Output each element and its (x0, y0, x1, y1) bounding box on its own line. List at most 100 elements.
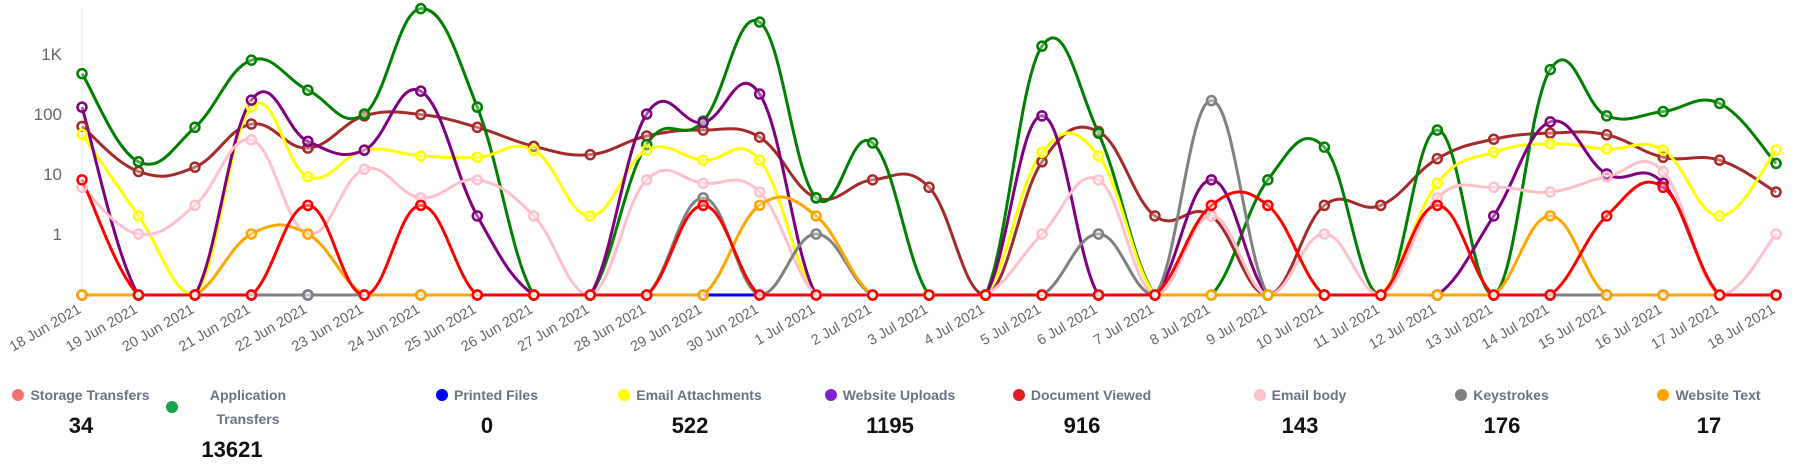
data-point-website-text[interactable] (415, 289, 427, 301)
data-point-application-transfers[interactable] (302, 84, 314, 96)
legend-item-storage-transfers[interactable]: Storage Transfers 34 (0, 383, 176, 439)
data-point-email-body[interactable] (189, 199, 201, 212)
data-point-application-transfers[interactable] (1431, 124, 1444, 136)
data-point-website-text[interactable] (1262, 289, 1274, 301)
data-point-application-transfers[interactable] (1713, 97, 1726, 110)
data-point-website-text[interactable] (753, 199, 766, 212)
data-point-website-uploads[interactable] (245, 94, 258, 106)
data-point-document-viewed[interactable] (1262, 199, 1274, 212)
data-point-email-attachments[interactable] (1600, 143, 1613, 155)
data-point-storage-transfers[interactable] (1036, 156, 1048, 168)
data-point-document-viewed[interactable] (1205, 199, 1218, 212)
legend-item-application-transfers[interactable]: Application Transfers 13621 (137, 383, 327, 463)
data-point-email-body[interactable] (1092, 174, 1105, 186)
data-point-document-viewed[interactable] (1149, 289, 1161, 301)
data-point-application-transfers[interactable] (810, 192, 822, 204)
legend-item-printed-files[interactable]: Printed Files 0 (392, 383, 582, 439)
data-point-website-uploads[interactable] (1544, 116, 1556, 128)
data-point-website-uploads[interactable] (1205, 174, 1218, 186)
legend-item-document-viewed[interactable]: Document Viewed 916 (987, 383, 1177, 439)
data-point-document-viewed[interactable] (1770, 289, 1782, 301)
data-point-website-text[interactable] (1431, 289, 1444, 301)
data-point-website-uploads[interactable] (640, 108, 653, 120)
data-point-document-viewed[interactable] (584, 289, 596, 301)
data-point-application-transfers[interactable] (415, 2, 427, 15)
data-point-application-transfers[interactable] (1544, 63, 1556, 76)
data-point-storage-transfers[interactable] (1600, 129, 1613, 141)
legend-item-email-body[interactable]: Email body 143 (1205, 383, 1395, 439)
data-point-keystrokes[interactable] (810, 228, 822, 240)
data-point-document-viewed[interactable] (358, 289, 371, 301)
data-point-website-text[interactable] (1205, 289, 1218, 301)
data-point-email-body[interactable] (132, 228, 145, 240)
data-point-keystrokes[interactable] (302, 289, 314, 301)
data-point-application-transfers[interactable] (1657, 105, 1669, 118)
legend-item-website-uploads[interactable]: Website Uploads 1195 (795, 383, 985, 439)
data-point-document-viewed[interactable] (302, 199, 314, 212)
data-point-document-viewed[interactable] (753, 289, 766, 301)
data-point-application-transfers[interactable] (1092, 127, 1105, 139)
data-point-email-attachments[interactable] (302, 170, 314, 183)
data-point-document-viewed[interactable] (1375, 289, 1387, 301)
data-point-document-viewed[interactable] (1318, 289, 1331, 301)
data-point-document-viewed[interactable] (189, 289, 201, 301)
data-point-storage-transfers[interactable] (923, 181, 935, 194)
data-point-document-viewed[interactable] (1600, 210, 1613, 222)
data-point-storage-transfers[interactable] (132, 165, 145, 178)
data-point-email-attachments[interactable] (1488, 146, 1500, 159)
data-point-document-viewed[interactable] (471, 289, 484, 301)
data-point-email-body[interactable] (1318, 228, 1331, 240)
data-point-email-attachments[interactable] (1657, 144, 1669, 156)
data-point-document-viewed[interactable] (1713, 289, 1726, 301)
data-point-email-body[interactable] (528, 210, 540, 222)
data-point-document-viewed[interactable] (1544, 289, 1556, 301)
data-point-document-viewed[interactable] (866, 289, 879, 301)
data-point-email-body[interactable] (1657, 165, 1669, 178)
data-point-website-uploads[interactable] (753, 88, 766, 100)
data-point-application-transfers[interactable] (1262, 174, 1274, 186)
data-point-email-attachments[interactable] (132, 210, 145, 222)
data-point-website-uploads[interactable] (1488, 210, 1500, 222)
data-point-email-attachments[interactable] (415, 150, 427, 162)
data-point-email-attachments[interactable] (584, 210, 596, 222)
data-point-email-attachments[interactable] (1544, 137, 1556, 150)
data-point-email-attachments[interactable] (1036, 146, 1048, 159)
data-point-application-transfers[interactable] (132, 156, 145, 168)
data-point-website-text[interactable] (1544, 210, 1556, 222)
data-point-website-uploads[interactable] (76, 101, 88, 113)
data-point-document-viewed[interactable] (1036, 289, 1048, 301)
data-point-storage-transfers[interactable] (189, 161, 201, 173)
data-point-storage-transfers[interactable] (1318, 199, 1331, 212)
data-point-email-body[interactable] (1544, 186, 1556, 198)
legend-item-keystrokes[interactable]: Keystrokes 176 (1407, 383, 1597, 439)
data-point-application-transfers[interactable] (76, 67, 88, 80)
data-point-storage-transfers[interactable] (1713, 154, 1726, 166)
data-point-document-viewed[interactable] (979, 289, 992, 301)
data-point-document-viewed[interactable] (697, 199, 709, 212)
legend-item-email-attachments[interactable]: Email Attachments 522 (595, 383, 785, 439)
data-point-storage-transfers[interactable] (753, 131, 766, 143)
data-point-email-attachments[interactable] (76, 128, 88, 140)
data-point-keystrokes[interactable] (1205, 94, 1218, 107)
data-point-website-uploads[interactable] (302, 135, 314, 148)
data-point-document-viewed[interactable] (810, 289, 822, 301)
data-point-application-transfers[interactable] (1036, 40, 1048, 52)
data-point-email-attachments[interactable] (1770, 144, 1782, 156)
data-point-email-body[interactable] (697, 177, 709, 190)
data-point-document-viewed[interactable] (132, 289, 145, 301)
data-point-storage-transfers[interactable] (1770, 186, 1782, 198)
data-point-website-text[interactable] (302, 228, 314, 240)
data-point-email-body[interactable] (1770, 228, 1782, 240)
data-point-application-transfers[interactable] (358, 108, 371, 120)
data-point-website-text[interactable] (1657, 289, 1669, 301)
data-point-email-attachments[interactable] (753, 154, 766, 166)
data-point-document-viewed[interactable] (415, 199, 427, 212)
data-point-document-viewed[interactable] (1431, 199, 1444, 212)
data-point-website-uploads[interactable] (471, 210, 484, 222)
data-point-storage-transfers[interactable] (471, 121, 484, 134)
data-point-storage-transfers[interactable] (1149, 210, 1161, 222)
data-point-application-transfers[interactable] (866, 137, 879, 149)
data-point-document-viewed[interactable] (1488, 289, 1500, 301)
data-point-email-body[interactable] (640, 174, 653, 186)
data-point-storage-transfers[interactable] (584, 148, 596, 161)
